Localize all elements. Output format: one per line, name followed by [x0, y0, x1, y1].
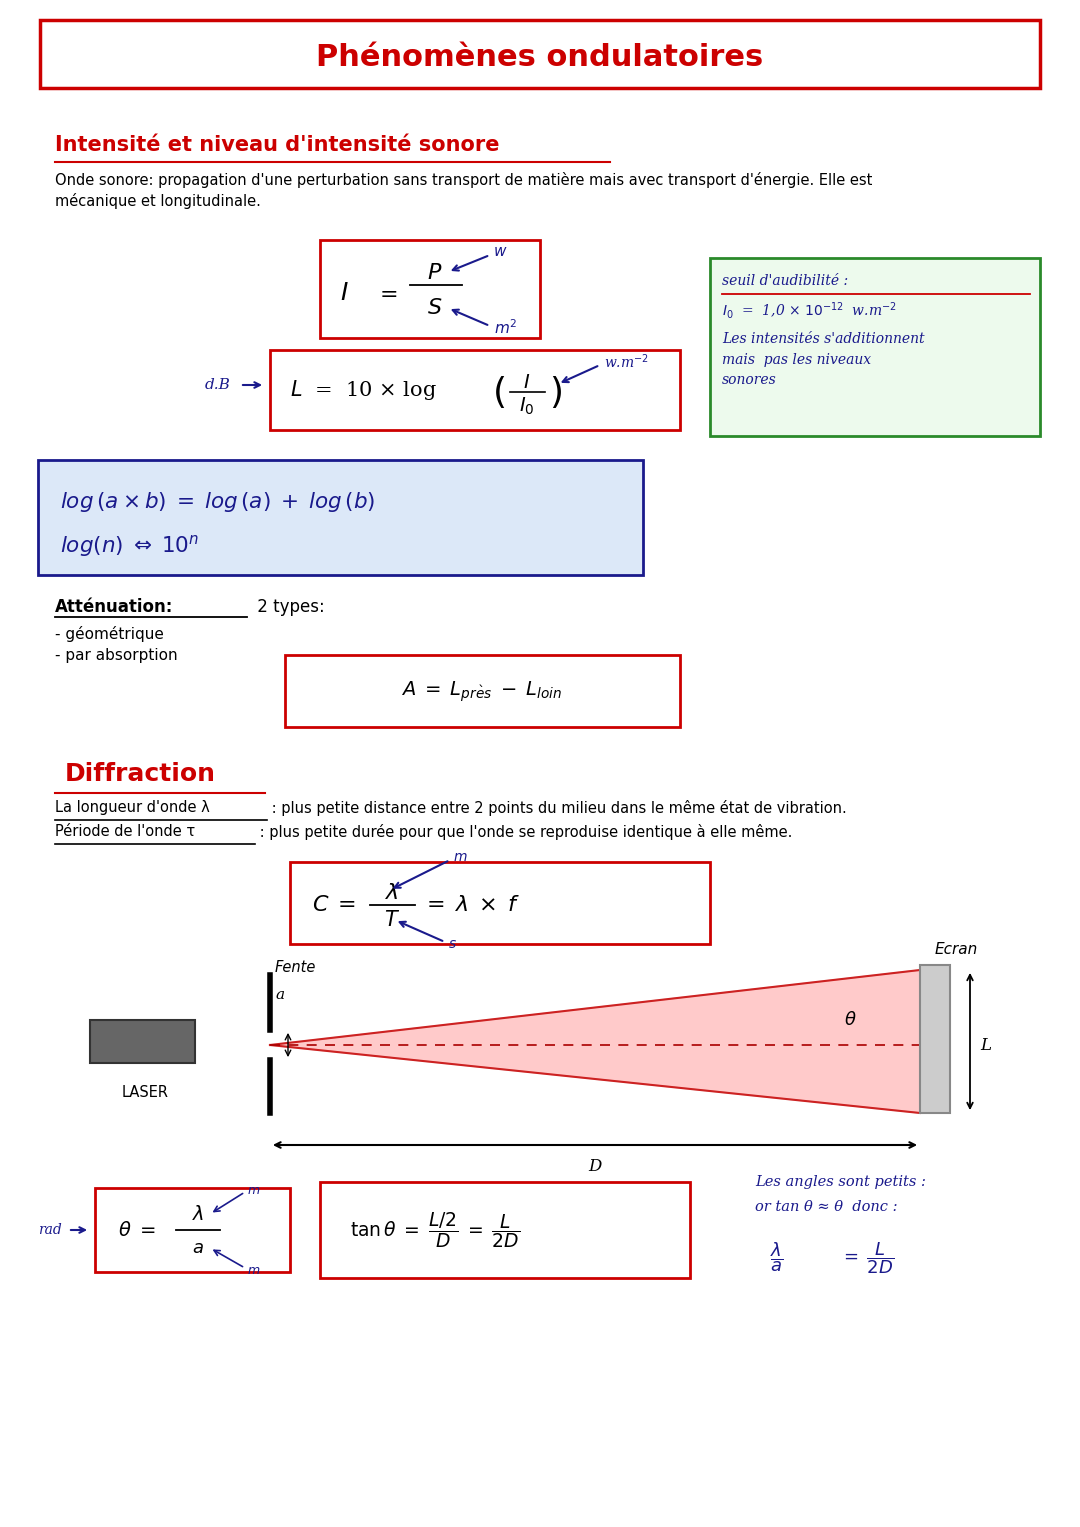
Text: LASER: LASER — [119, 1035, 166, 1048]
Text: D: D — [589, 1157, 602, 1174]
FancyBboxPatch shape — [710, 258, 1040, 437]
Text: a: a — [275, 988, 284, 1002]
FancyBboxPatch shape — [291, 863, 710, 944]
Text: $log\,(a\times b)\;=\;log\,(a)\;+\;log\,(b)$: $log\,(a\times b)\;=\;log\,(a)\;+\;log\,… — [60, 490, 376, 515]
Text: $\lambda$: $\lambda$ — [192, 1205, 204, 1223]
Text: $C\;=\;$: $C\;=\;$ — [312, 893, 356, 916]
Text: $\tan\theta\;=\;\dfrac{L/2}{D}\;=\;\dfrac{L}{2D}$: $\tan\theta\;=\;\dfrac{L/2}{D}\;=\;\dfra… — [350, 1209, 521, 1251]
FancyBboxPatch shape — [270, 350, 680, 431]
Text: d.B: d.B — [205, 379, 231, 392]
Text: $I_0$  =  1,0 × $10^{-12}$  w.m$^{-2}$: $I_0$ = 1,0 × $10^{-12}$ w.m$^{-2}$ — [723, 299, 896, 321]
FancyBboxPatch shape — [95, 1188, 291, 1272]
Text: Onde sonore: propagation d'une perturbation sans transport de matière mais avec : Onde sonore: propagation d'une perturbat… — [55, 173, 873, 188]
Text: : plus petite durée pour que l'onde se reproduise identique à elle même.: : plus petite durée pour que l'onde se r… — [255, 825, 793, 840]
Text: Atténuation:: Atténuation: — [55, 599, 174, 615]
FancyBboxPatch shape — [40, 20, 1040, 89]
Text: Ecran: Ecran — [935, 942, 978, 957]
Text: $\mathit{I}$: $\mathit{I}$ — [340, 281, 349, 305]
Text: mécanique et longitudinale.: mécanique et longitudinale. — [55, 192, 261, 209]
Text: $\mathit{I}$: $\mathit{I}$ — [524, 373, 530, 391]
Text: : plus petite distance entre 2 points du milieu dans le même état de vibration.: : plus petite distance entre 2 points du… — [267, 800, 847, 815]
Text: seuil d'audibilité :: seuil d'audibilité : — [723, 273, 848, 289]
Text: $\theta$: $\theta$ — [843, 1011, 856, 1029]
Text: $A\;=\;L_{pr\grave{e}s}\;-\;L_{loin}$: $A\;=\;L_{pr\grave{e}s}\;-\;L_{loin}$ — [402, 680, 563, 704]
Text: Les angles sont petits :: Les angles sont petits : — [755, 1174, 926, 1190]
Text: $=\;\dfrac{L}{2D}$: $=\;\dfrac{L}{2D}$ — [840, 1240, 894, 1275]
Text: w.m$^{-2}$: w.m$^{-2}$ — [604, 353, 649, 371]
Text: 2 types:: 2 types: — [252, 599, 325, 615]
Text: L: L — [980, 1037, 991, 1054]
FancyBboxPatch shape — [320, 1182, 690, 1278]
Text: $=$: $=$ — [375, 282, 397, 302]
Text: $\mathit{I_0}$: $\mathit{I_0}$ — [519, 395, 535, 417]
FancyBboxPatch shape — [320, 240, 540, 337]
Text: Période de l'onde τ: Période de l'onde τ — [55, 825, 195, 838]
Text: $\lambda$: $\lambda$ — [386, 883, 399, 902]
Text: $=\;\lambda\;\times\;f$: $=\;\lambda\;\times\;f$ — [422, 893, 521, 916]
FancyBboxPatch shape — [38, 460, 643, 576]
Text: $\dfrac{\lambda}{a}$: $\dfrac{\lambda}{a}$ — [770, 1240, 784, 1274]
FancyBboxPatch shape — [285, 655, 680, 727]
Text: $\mathit{L}$  =  10 × log: $\mathit{L}$ = 10 × log — [291, 379, 437, 402]
Text: La longueur d'onde λ: La longueur d'onde λ — [55, 800, 210, 815]
Text: s: s — [449, 938, 456, 951]
Polygon shape — [270, 970, 920, 1113]
Text: m: m — [248, 1263, 260, 1277]
Text: $T$: $T$ — [384, 910, 400, 930]
Text: LASER: LASER — [121, 1086, 168, 1099]
Text: $m^2$: $m^2$ — [494, 319, 517, 337]
Text: $\mathit{P}$: $\mathit{P}$ — [428, 263, 443, 282]
Text: $log(n)\;\Leftrightarrow\;10^n$: $log(n)\;\Leftrightarrow\;10^n$ — [60, 533, 199, 559]
FancyBboxPatch shape — [920, 965, 950, 1113]
Text: Phénomènes ondulatoires: Phénomènes ondulatoires — [316, 43, 764, 72]
Text: Diffraction: Diffraction — [65, 762, 216, 786]
Text: Les intensités s'additionnent
mais  pas les niveaux
sonores: Les intensités s'additionnent mais pas l… — [723, 331, 924, 388]
Text: ): ) — [549, 376, 563, 411]
Text: or tan θ ≈ θ  donc :: or tan θ ≈ θ donc : — [755, 1200, 897, 1214]
Text: - par absorption: - par absorption — [55, 647, 177, 663]
Text: (: ( — [492, 376, 508, 411]
Text: Fente: Fente — [275, 960, 316, 976]
Text: m: m — [248, 1183, 260, 1197]
Text: $a$: $a$ — [192, 1238, 204, 1257]
FancyBboxPatch shape — [90, 1020, 195, 1063]
Text: rad: rad — [38, 1223, 62, 1237]
Text: - géométrique: - géométrique — [55, 626, 164, 641]
Text: $\mathit{S}$: $\mathit{S}$ — [428, 298, 443, 318]
Text: Intensité et niveau d'intensité sonore: Intensité et niveau d'intensité sonore — [55, 134, 499, 156]
Text: m: m — [454, 851, 468, 864]
Text: w: w — [494, 244, 507, 260]
Text: $\theta\;=\;$: $\theta\;=\;$ — [118, 1220, 156, 1240]
